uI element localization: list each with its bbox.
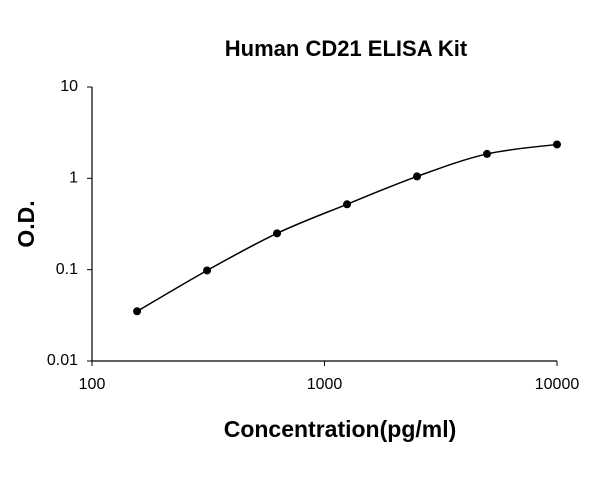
x-tick-label: 10000 bbox=[535, 376, 580, 393]
y-axis-label: O.D. bbox=[13, 200, 39, 247]
chart-title: Human CD21 ELISA Kit bbox=[225, 36, 468, 61]
x-axis-label: Concentration(pg/ml) bbox=[224, 416, 457, 442]
y-tick-label: 0.1 bbox=[56, 261, 78, 278]
x-tick-label: 1000 bbox=[307, 376, 343, 393]
data-point bbox=[483, 149, 492, 158]
data-point bbox=[133, 307, 142, 316]
data-point bbox=[203, 266, 212, 275]
y-tick-label: 10 bbox=[60, 78, 78, 95]
fit-curve bbox=[136, 143, 558, 312]
x-tick-label: 100 bbox=[79, 376, 106, 393]
y-tick-label: 1 bbox=[69, 170, 78, 187]
data-point bbox=[553, 140, 561, 149]
data-point bbox=[273, 229, 282, 238]
y-tick-label: 0.01 bbox=[47, 352, 78, 369]
data-point bbox=[413, 172, 422, 181]
data-point bbox=[343, 200, 352, 209]
